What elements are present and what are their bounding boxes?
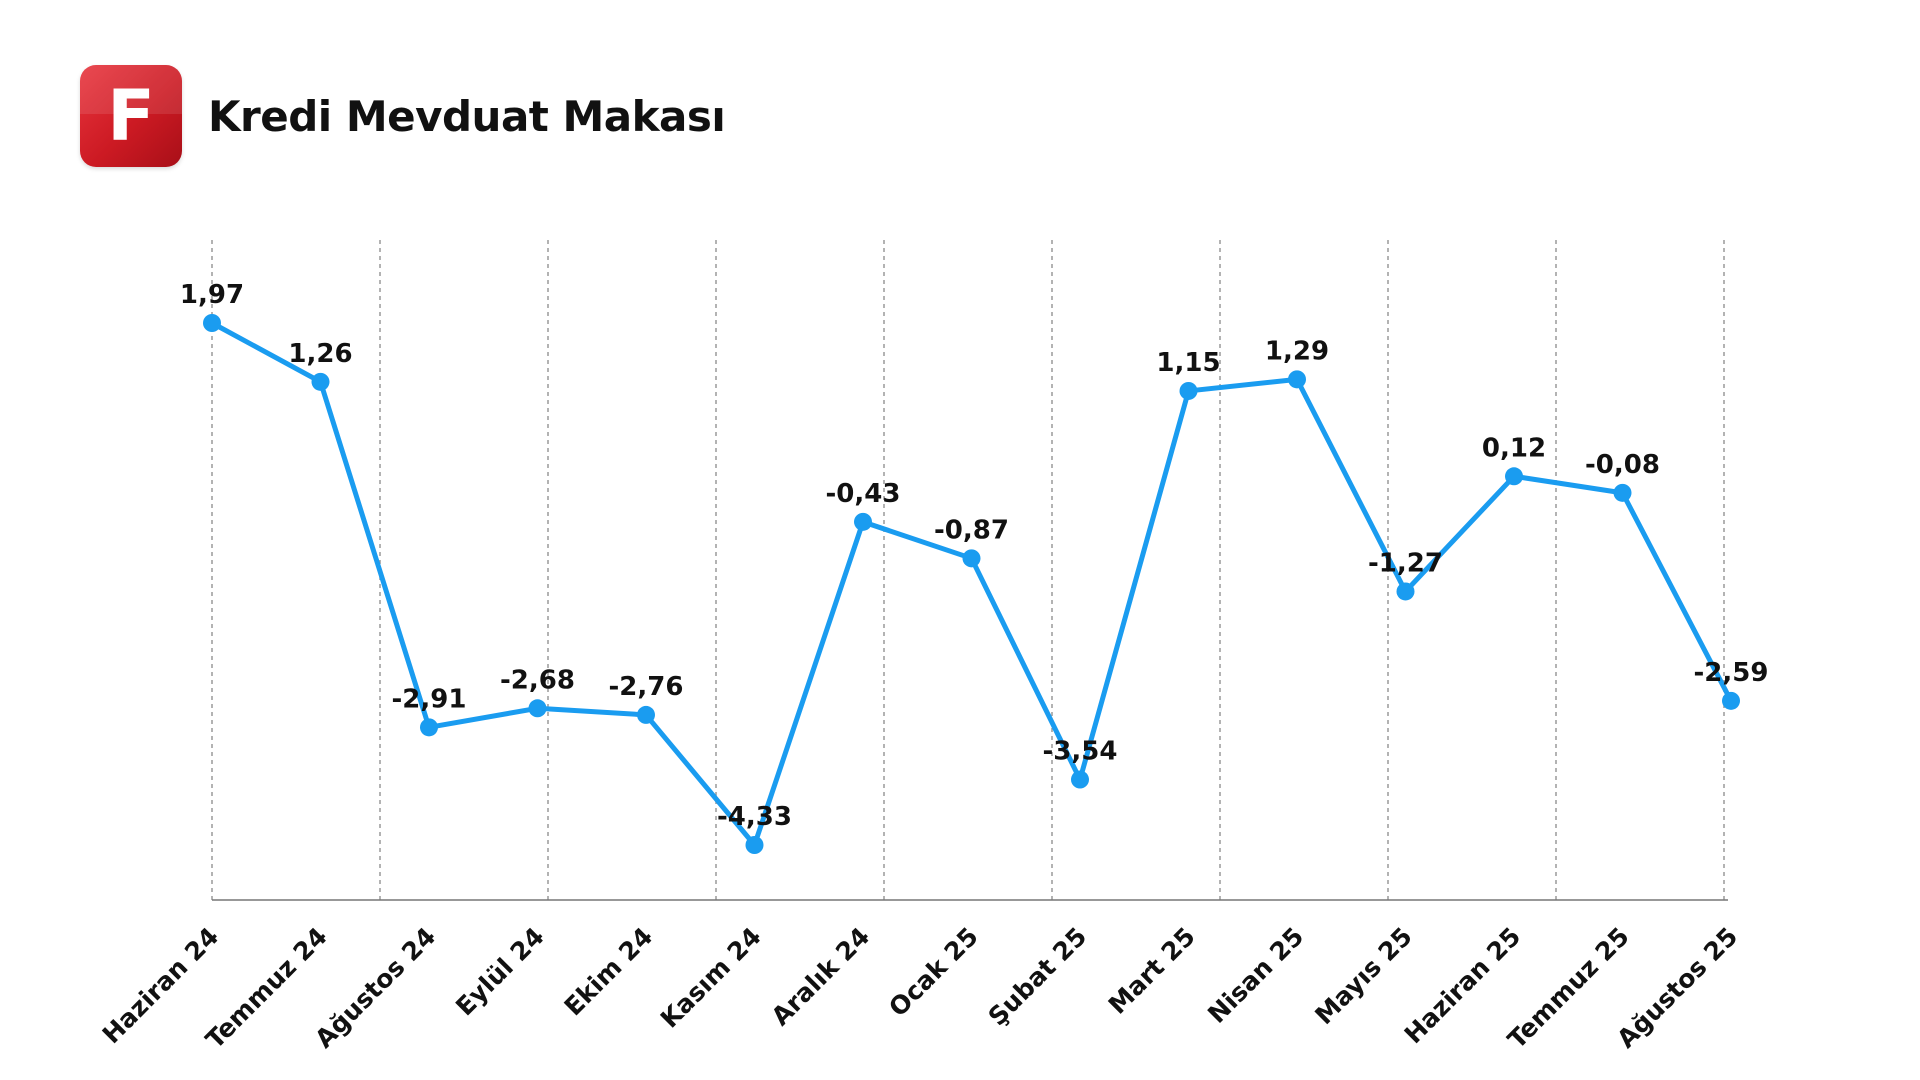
x-tick-label: Mart 25 (1103, 922, 1201, 1020)
data-label: -2,76 (609, 672, 684, 702)
data-point (1722, 691, 1740, 710)
data-point (311, 372, 330, 391)
data-label: -0,87 (934, 515, 1009, 545)
data-label: 1,97 (180, 280, 244, 310)
x-tick-label: Kasım 24 (655, 922, 767, 1034)
data-label: -2,68 (500, 665, 575, 695)
data-label: -2,59 (1694, 658, 1769, 688)
data-point (1505, 467, 1523, 486)
data-point (1179, 381, 1198, 400)
data-point (203, 314, 221, 332)
grid-layer (211, 240, 1725, 900)
data-point (1288, 370, 1306, 389)
data-label: 0,12 (1482, 433, 1546, 463)
logo-letter: F (107, 75, 155, 157)
data-point (420, 718, 438, 737)
points-layer (203, 314, 1740, 854)
x-tick-label: Eylül 24 (450, 922, 550, 1022)
x-tick-label: Ekim 24 (559, 922, 659, 1022)
data-label: 1,26 (288, 339, 352, 369)
data-label: 1,15 (1156, 348, 1220, 378)
value-labels-layer: 1,97 1,26 -2,91 -2,68 -2,76 -4,33 -0,43 -0,87 -3… (180, 280, 1769, 832)
data-label: -1,27 (1368, 548, 1443, 578)
data-point (1396, 582, 1415, 601)
page-title: Kredi Mevduat Makası (208, 91, 726, 141)
data-point (854, 512, 872, 531)
data-point (637, 705, 655, 724)
data-label: -2,91 (392, 684, 467, 714)
x-tick-label: Şubat 25 (983, 922, 1093, 1032)
header: F Kredi Mevduat Makası (80, 65, 726, 167)
x-tick-label: Mayıs 25 (1309, 922, 1417, 1030)
data-label: -4,33 (717, 802, 792, 832)
series-line (209, 320, 1734, 848)
data-point (745, 836, 764, 854)
data-label: -0,43 (826, 479, 901, 509)
x-tick-label: Ocak 25 (883, 922, 983, 1022)
data-label: -0,08 (1585, 450, 1660, 480)
data-point (1613, 483, 1632, 502)
data-label: -3,54 (1043, 737, 1118, 767)
brand-logo: F (80, 65, 182, 167)
x-tick-label: Nisan 25 (1202, 922, 1309, 1029)
data-label: 1,29 (1265, 336, 1329, 366)
x-tick-label: Aralık 24 (766, 922, 875, 1031)
data-point (528, 699, 547, 718)
data-point (962, 549, 981, 568)
data-point (1071, 770, 1089, 789)
